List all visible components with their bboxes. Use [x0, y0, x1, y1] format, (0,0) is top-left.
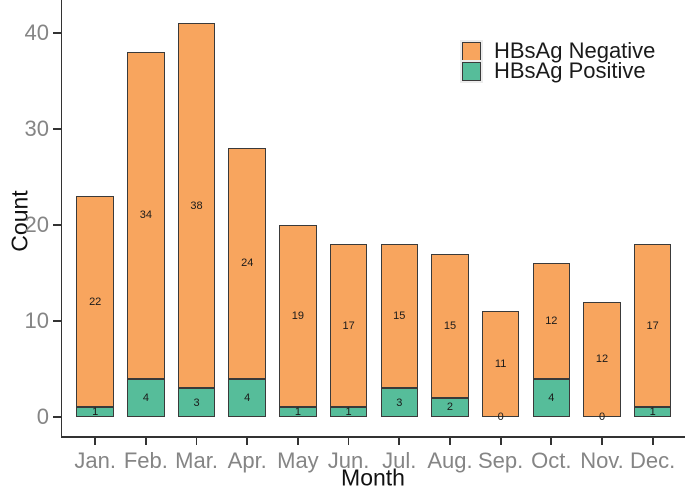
- y-axis-line: [60, 0, 63, 438]
- x-tick-label: Apr.: [227, 448, 267, 473]
- bar-value-label: 34: [139, 209, 152, 222]
- bar-value-label: 3: [396, 396, 403, 409]
- x-axis-title: Month: [341, 464, 405, 490]
- y-tick-label: 30: [24, 116, 49, 141]
- bar-value-label: 17: [646, 319, 659, 332]
- y-tick-label: 20: [24, 212, 49, 237]
- bar-value-label: 1: [294, 406, 301, 419]
- bar-segment-positive: [127, 378, 165, 417]
- x-tick-label: Jun.: [327, 448, 370, 473]
- x-tick-label: Jan.: [74, 448, 116, 473]
- x-axis-tick: [297, 438, 299, 445]
- bar-value-label: 19: [291, 310, 305, 323]
- bar-value-label: 4: [142, 391, 149, 404]
- bar-value-label: 12: [545, 315, 558, 327]
- bar-segment-negative: [481, 311, 520, 417]
- legend-swatch-negative-icon: [462, 41, 481, 61]
- bar-segment-positive: [228, 378, 266, 417]
- bar-segment-negative: [127, 52, 165, 379]
- x-tick-label: Jul.: [382, 448, 417, 473]
- x-axis-tick: [195, 438, 198, 445]
- bar-segment-negative: [583, 301, 621, 417]
- bar-value-label: 4: [244, 391, 251, 404]
- bar-segment-positive: [633, 407, 672, 417]
- legend: HBsAg Negative HBsAg Positive: [462, 38, 656, 83]
- bar-segment-positive: [532, 378, 571, 417]
- y-tick-label: 10: [24, 308, 49, 333]
- x-axis-tick: [550, 438, 553, 445]
- x-tick-label: Sep.: [477, 448, 524, 473]
- bar-segment-positive: [431, 397, 469, 417]
- bar-value-label: 24: [241, 257, 254, 270]
- bar-segment-positive: [76, 407, 114, 417]
- bar-value-label: 2: [446, 401, 454, 414]
- legend-item-negative: HBsAg Negative: [462, 38, 656, 63]
- x-axis-tick: [246, 438, 249, 445]
- bar-segment-negative: [329, 244, 368, 408]
- legend-label-positive: HBsAg Positive: [494, 58, 646, 83]
- bar-value-label: 11: [494, 358, 507, 371]
- bar-value-label: 17: [342, 319, 355, 332]
- x-tick-label: Aug.: [427, 448, 473, 473]
- y-axis-tick: [52, 32, 63, 34]
- x-axis-tick: [499, 438, 502, 445]
- bar-segment-negative: [177, 23, 216, 389]
- bar-segment-negative: [76, 196, 114, 408]
- bar-segment-negative: [380, 244, 419, 389]
- bar-value-label: 22: [89, 295, 102, 308]
- bar-segment-negative: [431, 253, 469, 398]
- bar-value-label: 0: [497, 411, 504, 423]
- bar-segment-positive: [380, 388, 419, 417]
- bar-segment-negative: [279, 225, 317, 408]
- x-tick-label: Mar.: [175, 448, 218, 473]
- bar-segment-positive: [177, 388, 216, 417]
- legend-item-positive: HBsAg Positive: [462, 58, 655, 83]
- x-tick-label: Feb.: [123, 448, 168, 473]
- bar-value-label: 1: [649, 406, 656, 419]
- y-tick-label: 0: [36, 404, 49, 429]
- x-axis-tick: [347, 438, 350, 445]
- y-axis-tick: [52, 224, 63, 226]
- bar-value-label: 15: [393, 310, 406, 323]
- y-tick-label: 40: [24, 20, 49, 45]
- x-axis-tick: [449, 438, 451, 445]
- x-tick-label: Dec.: [630, 448, 676, 473]
- bar-value-label: 1: [92, 406, 99, 419]
- bar-value-label: 3: [193, 396, 200, 409]
- y-axis-tick: [52, 320, 63, 322]
- x-axis-tick: [398, 438, 401, 445]
- x-axis-tick: [601, 438, 603, 445]
- legend-swatch-positive-icon: [462, 61, 481, 81]
- x-axis-tick: [94, 438, 97, 445]
- x-axis-line: [60, 436, 685, 438]
- x-axis-tick: [651, 438, 654, 445]
- bar-value-label: 15: [443, 319, 457, 332]
- bar-value-label: 0: [598, 411, 606, 423]
- bar-segment-positive: [279, 407, 317, 417]
- x-axis-tick: [144, 438, 147, 445]
- bar-value-label: 38: [190, 199, 203, 212]
- x-tick-label: Oct.: [531, 448, 572, 473]
- bar-value-label: 4: [548, 391, 555, 404]
- legend-label-negative: HBsAg Negative: [494, 38, 656, 63]
- bar-segment-negative: [633, 244, 672, 408]
- y-axis-tick: [52, 416, 63, 418]
- y-axis-tick: [52, 128, 63, 130]
- bar-value-label: 12: [595, 353, 609, 366]
- x-tick-label: Nov.: [580, 448, 624, 473]
- bar-value-label: 1: [345, 406, 352, 419]
- x-tick-label: May: [277, 448, 319, 473]
- bar-segment-negative: [228, 148, 266, 379]
- bar-segment-positive: [329, 407, 368, 417]
- bar-segment-negative: [532, 263, 571, 379]
